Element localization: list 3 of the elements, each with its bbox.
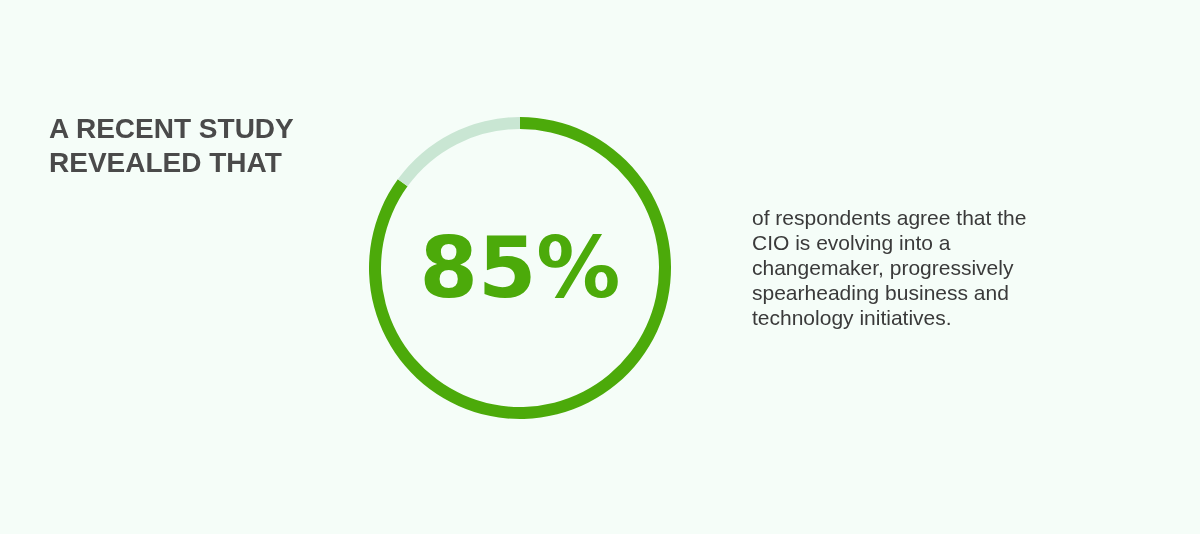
chart-title: A RECENT STUDY REVEALED THAT (49, 112, 302, 178)
data-label: 85% (419, 219, 621, 317)
text: of respondents agree that the CIO is evolving into a changemaker, progressively spearheading business and technology initiatives. (752, 206, 1033, 329)
